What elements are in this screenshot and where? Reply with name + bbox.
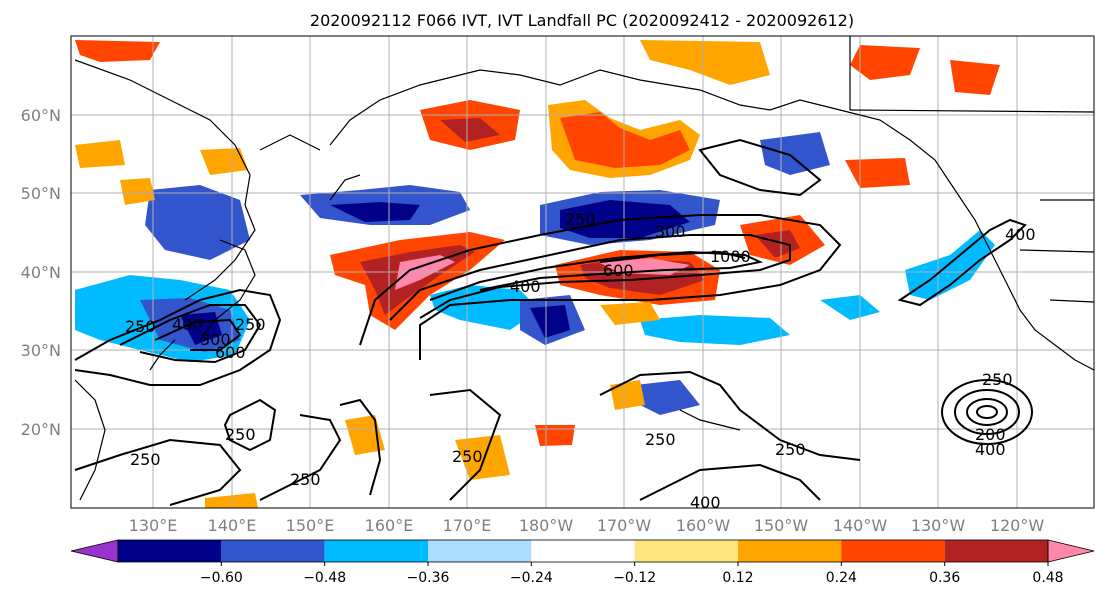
contour-label: 400 — [510, 277, 541, 296]
contour-label: 300 — [655, 222, 686, 241]
lat-label: 50°N — [21, 184, 61, 203]
colorbar-tick-label: −0.12 — [613, 570, 656, 586]
lon-label: 150°E — [286, 516, 335, 535]
map-frame — [70, 35, 1095, 509]
gridlines — [71, 36, 1094, 508]
lat-label: 20°N — [21, 420, 61, 439]
colorbar-swatch — [634, 540, 738, 562]
colorbar-tick-label: 0.12 — [722, 570, 753, 586]
contour-label: 600 — [603, 261, 634, 280]
contour-label: 250 — [452, 447, 483, 466]
lon-label: 130°E — [129, 516, 178, 535]
colorbar-swatch — [221, 540, 325, 562]
contour-label: 250 — [982, 370, 1013, 389]
colorbar-swatch — [531, 540, 635, 562]
colorbar-frame — [117, 539, 1049, 563]
contour-label: 250 — [235, 315, 266, 334]
contour-label: 250 — [775, 440, 806, 459]
lon-labels: 130°E 140°E 150°E 160°E 170°E 180°W 170°… — [129, 516, 1045, 535]
lon-label: 140°W — [833, 516, 888, 535]
contour-label: 200 — [975, 425, 1006, 444]
contour-label: 250 — [125, 317, 156, 336]
contour-label: 400 — [975, 440, 1006, 459]
contour-label: 300 — [200, 330, 231, 349]
colorbar-swatch — [841, 540, 945, 562]
colorbar-swatch — [118, 540, 222, 562]
contour-label: 600 — [215, 343, 246, 362]
contour-label: 400 — [690, 493, 721, 512]
coastlines — [74, 36, 1094, 501]
shaded-fields — [75, 40, 1000, 508]
lat-label: 30°N — [21, 341, 61, 360]
contour-label: 250 — [645, 430, 676, 449]
colorbar-tick-label: 0.48 — [1032, 570, 1063, 586]
colorbar: −0.60 −0.48 −0.36 −0.24 −0.12 0.12 0.24 0.36 0.4… — [70, 539, 1095, 586]
colorbar-tick-label: 0.36 — [929, 570, 960, 586]
contour-label: 400 — [1005, 225, 1036, 244]
colorbar-tick-label: 0.24 — [826, 570, 857, 586]
colorbar-tick-label: −0.48 — [303, 570, 346, 586]
lat-labels: 60°N 50°N 40°N 30°N 20°N — [21, 106, 61, 439]
contour-label: 250 — [130, 450, 161, 469]
lon-label: 130°W — [911, 516, 966, 535]
lon-label: 180°W — [519, 516, 574, 535]
contour-label: 1000 — [710, 247, 751, 266]
lat-label: 40°N — [21, 263, 61, 282]
lon-label: 140°E — [208, 516, 257, 535]
map-panel: 250 300 400 600 1000 250 400 600 250 300… — [71, 36, 1094, 512]
colorbar-tick-label: −0.24 — [510, 570, 553, 586]
colorbar-swatch — [944, 540, 1048, 562]
colorbar-swatch — [428, 540, 532, 562]
colorbar-swatch — [324, 540, 428, 562]
map-title: 2020092112 F066 IVT, IVT Landfall PC (20… — [310, 11, 854, 30]
colorbar-extend-low — [70, 539, 119, 563]
lon-label: 170°E — [443, 516, 492, 535]
ivt-contours — [74, 138, 1033, 506]
contour-label: 400 — [172, 315, 203, 334]
colorbar-tick-label: −0.60 — [200, 570, 243, 586]
colorbar-swatch — [738, 540, 842, 562]
lon-label: 120°W — [990, 516, 1045, 535]
lat-label: 60°N — [21, 106, 61, 125]
colorbar-tick-label: −0.36 — [407, 570, 450, 586]
lon-label: 160°W — [676, 516, 731, 535]
lon-label: 160°E — [365, 516, 414, 535]
contour-label: 250 — [565, 210, 596, 229]
colorbar-extend-high — [1047, 539, 1095, 563]
contour-labels: 250 300 400 600 1000 250 400 600 250 300… — [125, 210, 1036, 512]
lon-label: 150°W — [754, 516, 809, 535]
contour-label: 250 — [290, 470, 321, 489]
lon-label: 170°W — [597, 516, 652, 535]
contour-label: 250 — [225, 425, 256, 444]
